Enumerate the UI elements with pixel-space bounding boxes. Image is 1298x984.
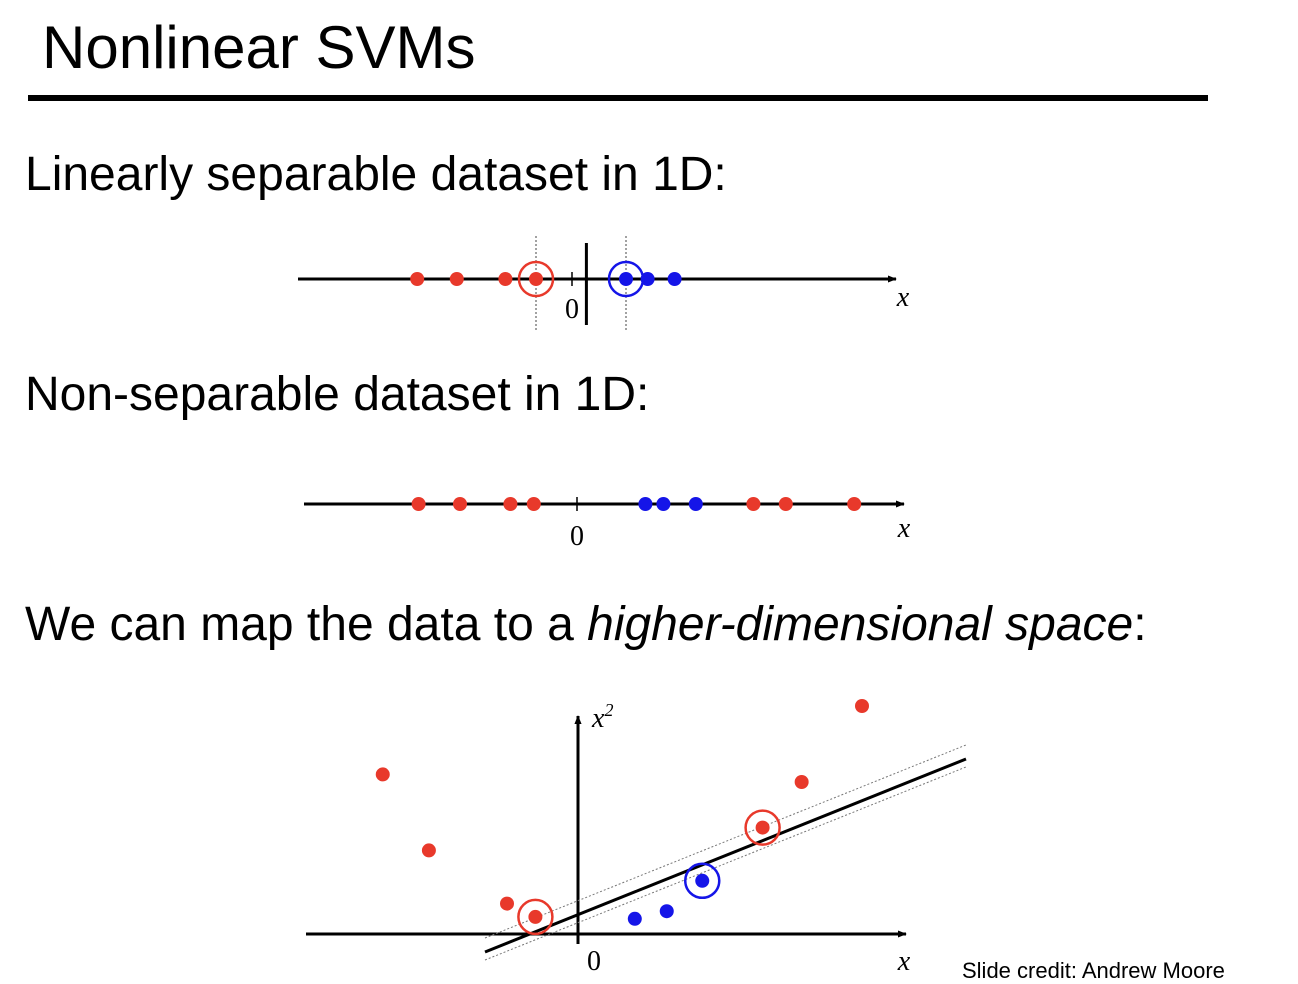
blue-point: [638, 497, 653, 511]
support-vector-ring: [684, 862, 721, 900]
support-vector-ring: [607, 260, 645, 298]
red-point: [375, 767, 390, 782]
support-vector-ring: [744, 809, 781, 846]
red-point: [746, 497, 761, 511]
mapped-y-label: x2: [591, 700, 613, 734]
slide-title: Nonlinear SVMs: [42, 14, 476, 81]
slide-credit: Slide credit: Andrew Moore: [962, 958, 1225, 983]
title-underline: [28, 95, 1208, 101]
blue-point: [627, 911, 642, 926]
red-point: [498, 272, 513, 286]
red-point: [847, 497, 862, 511]
support-vector-ring: [517, 260, 555, 298]
heading-map: We can map the data to a higher-dimensio…: [25, 597, 1147, 653]
blue-point: [640, 272, 655, 286]
mapped-y-label-base: x: [591, 703, 605, 734]
mapped-origin-label: 0: [587, 946, 601, 974]
red-point: [411, 497, 426, 511]
heading-map-prefix: We can map the data to a: [25, 598, 588, 651]
separable-1d-diagram: 0 x: [298, 236, 910, 330]
red-point: [526, 497, 541, 511]
separable-origin-label: 0: [565, 294, 579, 325]
nonseparable-origin-label: 0: [570, 521, 584, 552]
red-point: [528, 909, 543, 924]
red-point: [778, 497, 793, 511]
margin-line: [484, 744, 967, 939]
separating-line: [484, 757, 967, 954]
nonseparable-axis-label: x: [897, 513, 911, 544]
separable-axis-label: x: [896, 282, 910, 313]
red-point: [855, 699, 869, 713]
red-point: [529, 272, 543, 286]
heading-map-emphasis: higher-dimensional space: [587, 598, 1134, 651]
heading-separable: Linearly separable dataset in 1D:: [25, 148, 727, 201]
red-point: [421, 843, 436, 858]
mapped-x-label: x: [897, 946, 911, 974]
red-point: [794, 775, 809, 789]
red-point: [449, 272, 464, 286]
blue-point: [656, 497, 671, 511]
red-point: [503, 497, 518, 511]
blue-point: [659, 904, 674, 919]
blue-point: [619, 272, 633, 286]
red-point: [500, 896, 514, 911]
mapped-2d-diagram: 0 x x2: [306, 699, 967, 974]
red-point: [410, 272, 425, 286]
nonseparable-1d-diagram: 0 x: [304, 497, 911, 552]
heading-map-suffix: :: [1133, 598, 1147, 651]
mapped-y-label-sup: 2: [604, 700, 613, 720]
red-point: [453, 497, 467, 511]
red-point: [755, 820, 770, 835]
margin-line: [484, 766, 967, 961]
heading-nonseparable: Non-separable dataset in 1D:: [25, 368, 650, 421]
support-vector-ring: [517, 898, 554, 936]
blue-point: [695, 873, 710, 888]
blue-point: [667, 272, 682, 286]
blue-point: [688, 497, 703, 511]
